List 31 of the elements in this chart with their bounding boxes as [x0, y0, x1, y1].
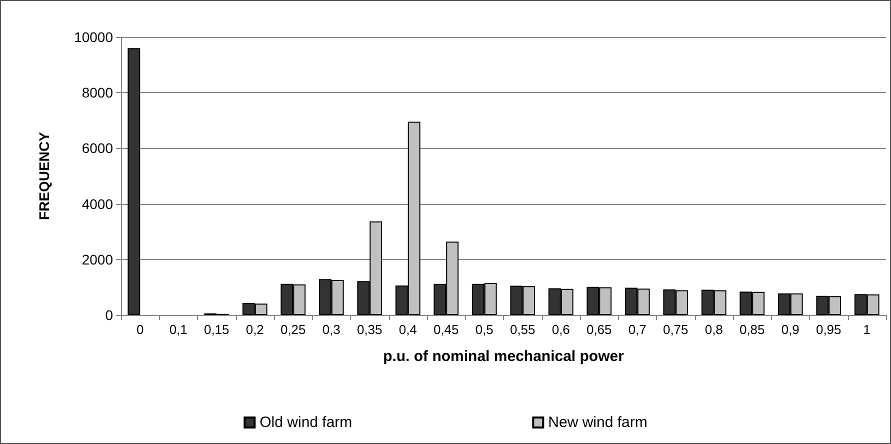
x-tick-label: 0,25: [280, 322, 306, 337]
x-tick-label: 0,85: [739, 322, 765, 337]
bar: [128, 48, 140, 315]
x-tick-label: 0,15: [204, 322, 230, 337]
x-tick-label: 1: [863, 322, 870, 337]
y-tick-label: 10000: [74, 29, 114, 45]
x-tick-label: 0,8: [704, 322, 723, 337]
x-tick-label: 0,45: [433, 322, 459, 337]
x-tick-label: 0,1: [169, 322, 188, 337]
x-tick-label: 0,95: [816, 322, 842, 337]
x-tick-label: 0,65: [586, 322, 612, 337]
x-tick-label: 0,6: [552, 322, 570, 337]
x-axis-title: p.u. of nominal mechanical power: [383, 348, 624, 365]
x-tick-label: 0: [136, 322, 144, 337]
x-tick-label: 0,35: [356, 322, 382, 337]
y-tick-label: 4000: [82, 196, 114, 212]
x-tick-label: 0,3: [322, 322, 340, 337]
x-tick-label: 0,75: [662, 322, 688, 337]
legend-label: New wind farm: [548, 414, 648, 431]
x-tick-label: 0,5: [475, 322, 494, 337]
x-tick-label: 0,55: [510, 322, 536, 337]
y-tick-label: 6000: [82, 140, 114, 156]
y-axis-title: FREQUENCY: [36, 131, 52, 220]
y-tick-label: 8000: [82, 84, 114, 101]
y-tick-label: 2000: [82, 251, 114, 268]
x-tick-label: 0,2: [246, 322, 264, 337]
x-tick-label: 0,4: [398, 322, 417, 337]
x-tick-label: 0,7: [628, 322, 646, 337]
x-tick-label: 0,9: [781, 322, 800, 337]
legend-label: Old wind farm: [260, 414, 352, 431]
y-tick-label: 0: [105, 307, 114, 323]
